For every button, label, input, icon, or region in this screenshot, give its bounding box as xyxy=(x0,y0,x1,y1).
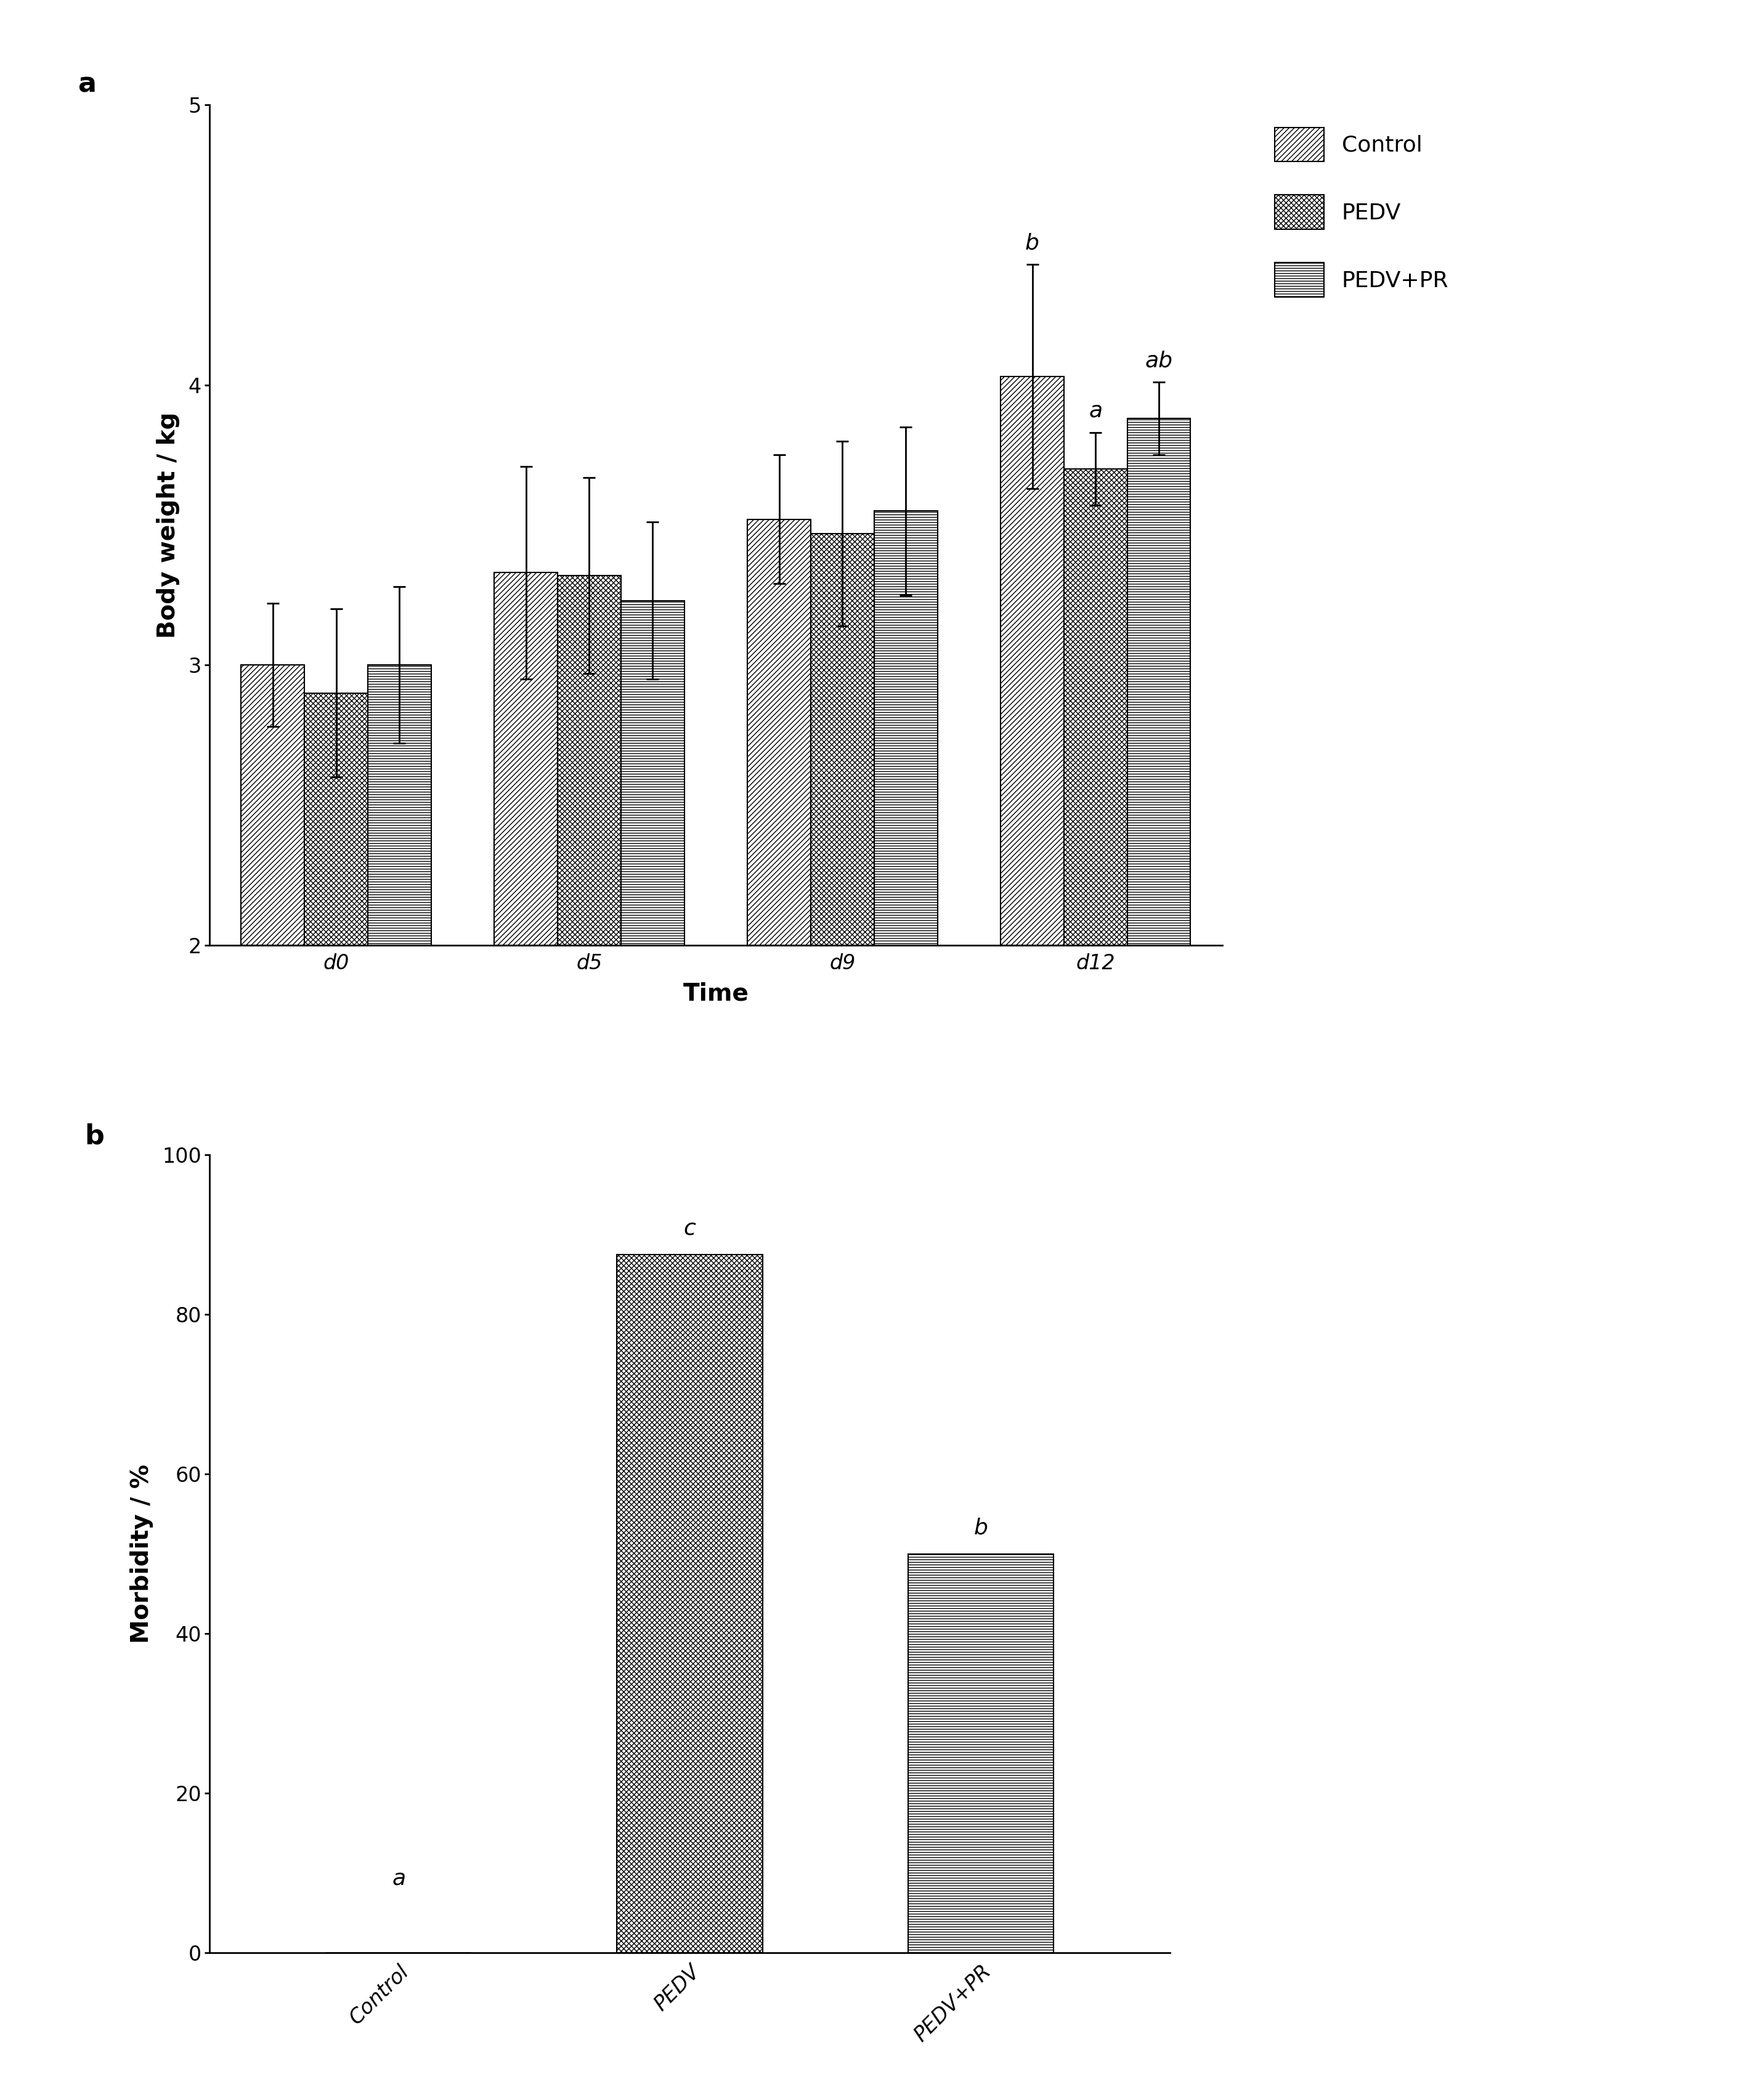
Text: ab: ab xyxy=(1145,351,1173,372)
Bar xyxy=(875,510,938,945)
Bar xyxy=(622,601,684,945)
Text: b: b xyxy=(1025,233,1039,254)
Y-axis label: Morbidity / %: Morbidity / % xyxy=(131,1464,154,1644)
Bar xyxy=(557,575,622,945)
Bar xyxy=(747,519,810,945)
Text: a: a xyxy=(1090,401,1102,422)
Bar xyxy=(241,666,304,945)
Y-axis label: Body weight / kg: Body weight / kg xyxy=(155,412,180,638)
Text: b: b xyxy=(974,1516,988,1537)
Text: b: b xyxy=(84,1124,105,1149)
X-axis label: Time: Time xyxy=(683,983,749,1006)
Bar xyxy=(1128,418,1191,945)
Bar xyxy=(368,666,431,945)
Bar xyxy=(908,1554,1053,1953)
Bar xyxy=(1063,468,1128,945)
Bar xyxy=(1000,376,1063,945)
Bar xyxy=(810,533,875,945)
Legend: Control, PEDV, PEDV+PR: Control, PEDV, PEDV+PR xyxy=(1264,115,1460,309)
Bar xyxy=(304,693,368,945)
Text: a: a xyxy=(391,1869,405,1890)
Text: c: c xyxy=(683,1218,697,1239)
Text: a: a xyxy=(79,71,96,99)
Bar xyxy=(616,1254,763,1953)
Bar xyxy=(494,573,557,945)
